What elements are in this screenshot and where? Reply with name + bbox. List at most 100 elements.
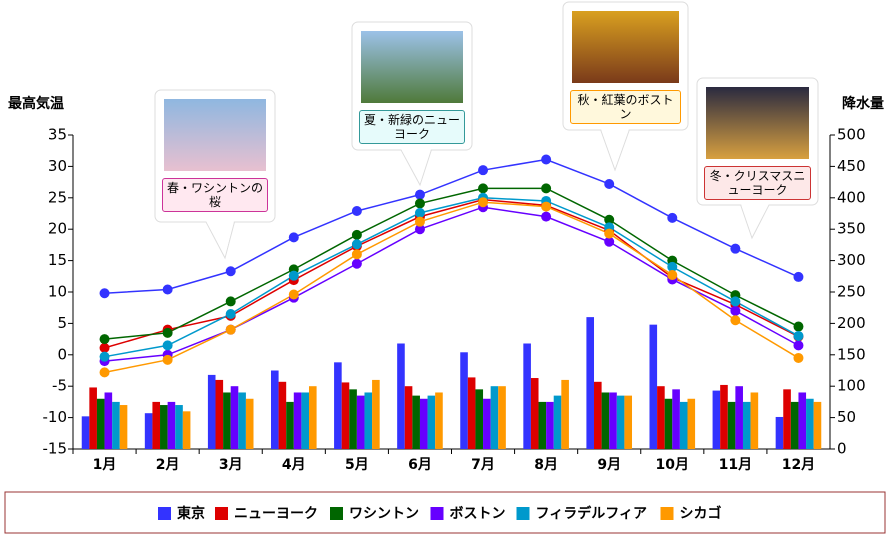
x-tick-label: 12月 bbox=[782, 457, 815, 473]
temperature-point bbox=[99, 342, 110, 353]
precipitation-bar bbox=[467, 377, 476, 449]
precipitation-bar bbox=[624, 395, 633, 449]
temperature-point bbox=[667, 212, 678, 223]
precipitation-bar bbox=[364, 392, 373, 449]
precipitation-bar bbox=[790, 401, 799, 449]
x-tick-label: 3月 bbox=[219, 457, 243, 473]
precipitation-bar bbox=[750, 392, 759, 449]
precipitation-bar bbox=[798, 392, 807, 449]
temperature-point bbox=[162, 284, 173, 295]
legend-swatch bbox=[330, 507, 343, 520]
temperature-point bbox=[541, 154, 552, 165]
temperature-point bbox=[351, 239, 362, 250]
precipitation-bar bbox=[286, 401, 294, 449]
y2-tick-label: 400 bbox=[837, 188, 866, 206]
temperature-point bbox=[414, 216, 425, 227]
precipitation-bar bbox=[238, 392, 246, 449]
precipitation-bar bbox=[546, 401, 554, 449]
precipitation-bar bbox=[207, 374, 216, 449]
temperature-point bbox=[225, 308, 236, 319]
callout-caption: 冬・クリスマスニューヨーク bbox=[704, 166, 811, 200]
precipitation-bar bbox=[553, 395, 562, 449]
temperature-point bbox=[99, 367, 110, 378]
temperature-point bbox=[288, 232, 299, 243]
y2-tick-label: 250 bbox=[837, 283, 866, 301]
temperature-point bbox=[288, 270, 299, 281]
precipitation-bar bbox=[278, 381, 287, 449]
callout-photo bbox=[361, 31, 463, 103]
temperature-point bbox=[667, 261, 678, 272]
temperature-point bbox=[351, 205, 362, 216]
temperature-point bbox=[162, 354, 173, 365]
y2-tick-label: 150 bbox=[837, 345, 866, 363]
y2-tick-label: 100 bbox=[837, 377, 866, 395]
y-tick-label: 15 bbox=[48, 251, 67, 269]
precipitation-bar bbox=[649, 324, 658, 449]
temperature-line bbox=[104, 187, 799, 340]
y-tick-label: -10 bbox=[43, 408, 68, 426]
temperature-point bbox=[541, 201, 552, 212]
y-tick-label: -5 bbox=[52, 377, 67, 395]
y2-tick-label: 450 bbox=[837, 157, 866, 175]
temperature-point bbox=[541, 183, 552, 194]
temperature-point bbox=[351, 229, 362, 240]
temperature-point bbox=[793, 321, 804, 332]
precipitation-bar bbox=[720, 384, 728, 449]
precipitation-bar bbox=[616, 395, 625, 449]
precipitation-bar bbox=[223, 392, 231, 449]
legend-swatch bbox=[430, 507, 444, 520]
temperature-line bbox=[104, 197, 799, 358]
callout-caption: 春・ワシントンの桜 bbox=[162, 178, 268, 212]
precipitation-bar bbox=[727, 401, 736, 449]
precipitation-bar bbox=[293, 392, 302, 449]
precipitation-bar bbox=[523, 343, 531, 449]
precipitation-bar bbox=[356, 395, 365, 449]
precipitation-bar bbox=[460, 352, 468, 449]
precipitation-bar bbox=[112, 401, 120, 449]
temperature-point bbox=[162, 327, 173, 338]
precipitation-bar bbox=[89, 387, 97, 449]
temperature-point bbox=[604, 178, 615, 189]
precipitation-bar bbox=[104, 392, 113, 449]
y-tick-label: 35 bbox=[48, 126, 67, 144]
precipitation-bar bbox=[81, 416, 90, 449]
temperature-point bbox=[730, 296, 741, 307]
x-tick-label: 6月 bbox=[408, 457, 432, 473]
y-tick-label: 30 bbox=[48, 157, 67, 175]
y-tick-label: 5 bbox=[57, 314, 67, 332]
temperature-point bbox=[414, 189, 425, 200]
precipitation-bar bbox=[490, 386, 499, 449]
temperature-point bbox=[793, 352, 804, 363]
legend-label: シカゴ bbox=[680, 505, 722, 522]
y2-tick-label: 0 bbox=[837, 440, 847, 458]
callout-photo bbox=[706, 87, 809, 159]
legend-swatch bbox=[516, 507, 530, 520]
temperature-point bbox=[99, 351, 110, 362]
precipitation-bar bbox=[412, 395, 420, 449]
legend-label: フィラデルフィア bbox=[536, 505, 647, 522]
legend-swatch bbox=[215, 507, 228, 520]
y-tick-label: 20 bbox=[48, 220, 67, 238]
precipitation-bar bbox=[341, 382, 350, 449]
temperature-point bbox=[478, 165, 489, 176]
temperature-point bbox=[667, 270, 678, 281]
legend-swatch bbox=[158, 507, 171, 520]
precipitation-bar bbox=[561, 379, 569, 449]
y-tick-label: -15 bbox=[43, 440, 68, 458]
temperature-point bbox=[225, 266, 236, 277]
temperature-point bbox=[793, 271, 804, 282]
precipitation-bar bbox=[813, 401, 822, 449]
precipitation-bar bbox=[167, 401, 176, 449]
precipitation-bar bbox=[152, 401, 161, 449]
temperature-point bbox=[288, 289, 299, 300]
temperature-point bbox=[351, 258, 362, 269]
y2-tick-label: 200 bbox=[837, 314, 866, 332]
precipitation-bar bbox=[609, 392, 617, 449]
precipitation-bar bbox=[735, 386, 743, 449]
precipitation-bar bbox=[119, 405, 128, 449]
callout-caption: 夏・新緑のニューヨーク bbox=[359, 110, 465, 144]
precipitation-bar bbox=[586, 317, 595, 449]
precipitation-bar bbox=[712, 390, 721, 449]
temperature-point bbox=[99, 334, 110, 345]
